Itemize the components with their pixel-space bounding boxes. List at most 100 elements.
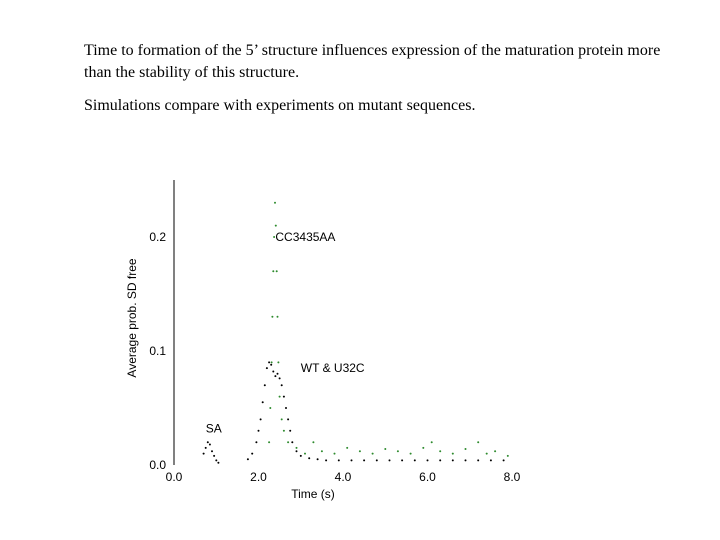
data-point-series-0 bbox=[274, 224, 277, 227]
data-point-series-0 bbox=[430, 441, 433, 444]
data-point-series-0 bbox=[396, 450, 399, 453]
data-point-series-1 bbox=[282, 395, 285, 398]
data-point-series-1 bbox=[299, 454, 302, 457]
data-point-series-0 bbox=[371, 452, 374, 455]
data-point-series-0 bbox=[280, 418, 283, 421]
data-point-series-1 bbox=[316, 458, 319, 461]
data-point-series-1 bbox=[278, 377, 281, 380]
x-axis-label: Time (s) bbox=[291, 487, 335, 501]
data-point-series-0 bbox=[422, 446, 425, 449]
data-point-series-1 bbox=[295, 450, 298, 453]
data-point-series-1 bbox=[426, 459, 429, 462]
data-point-series-2 bbox=[204, 446, 207, 449]
data-point-series-1 bbox=[291, 441, 294, 444]
data-point-series-0 bbox=[477, 441, 480, 444]
data-point-series-2 bbox=[208, 443, 211, 446]
data-point-series-1 bbox=[439, 459, 442, 462]
annotation-cc3435aa: CC3435AA bbox=[275, 230, 335, 244]
data-point-series-0 bbox=[304, 452, 306, 455]
data-point-series-0 bbox=[506, 454, 509, 457]
data-point-series-1 bbox=[375, 459, 378, 462]
data-point-series-0 bbox=[274, 201, 276, 204]
x-tick-label: 0.0 bbox=[166, 470, 183, 484]
x-tick-label: 6.0 bbox=[419, 470, 436, 484]
data-point-series-1 bbox=[388, 459, 391, 462]
data-point-series-1 bbox=[246, 458, 249, 461]
data-point-series-0 bbox=[451, 452, 454, 455]
data-point-series-0 bbox=[277, 361, 280, 364]
data-point-series-0 bbox=[287, 441, 290, 444]
data-point-series-1 bbox=[255, 441, 258, 444]
data-point-series-0 bbox=[278, 395, 281, 398]
data-point-series-0 bbox=[346, 446, 349, 449]
data-point-series-1 bbox=[350, 459, 353, 462]
x-tick-label: 2.0 bbox=[250, 470, 267, 484]
data-point-series-0 bbox=[358, 450, 361, 453]
data-point-series-1 bbox=[489, 459, 492, 462]
data-point-series-0 bbox=[295, 446, 298, 449]
data-point-series-1 bbox=[265, 367, 268, 370]
data-point-series-1 bbox=[337, 459, 340, 462]
data-point-series-1 bbox=[251, 452, 254, 455]
chart-labels: Time (s) Average prob. SD free CC3435AA … bbox=[125, 230, 365, 501]
data-point-series-1 bbox=[363, 459, 366, 462]
data-point-series-1 bbox=[451, 459, 454, 462]
data-point-series-0 bbox=[409, 452, 412, 455]
data-point-series-1 bbox=[477, 459, 480, 462]
axes: 0.0 0.1 0.2 0.0 2.0 4.0 6.0 8.0 bbox=[149, 180, 521, 484]
data-point-series-1 bbox=[464, 459, 467, 462]
data-point-series-0 bbox=[439, 450, 442, 453]
y-tick-label: 0.2 bbox=[149, 230, 166, 244]
data-point-series-1 bbox=[308, 457, 311, 460]
slide-paragraph-2: Simulations compare with experiments on … bbox=[84, 97, 476, 114]
data-point-series-1 bbox=[401, 459, 404, 462]
data-point-series-0 bbox=[333, 452, 336, 455]
y-axis-label: Average prob. SD free bbox=[125, 258, 139, 378]
data-point-series-0 bbox=[320, 450, 323, 453]
data-point-series-1 bbox=[272, 370, 275, 373]
data-point-series-0 bbox=[282, 429, 285, 432]
data-point-series-0 bbox=[268, 441, 271, 444]
data-point-series-0 bbox=[272, 270, 275, 273]
data-point-series-1 bbox=[257, 429, 260, 432]
slide-paragraph-1: Time to formation of the 5’ structure in… bbox=[84, 42, 661, 81]
data-point-series-1 bbox=[413, 459, 416, 462]
annotation-sa: SA bbox=[206, 422, 222, 436]
data-point-series-0 bbox=[464, 448, 467, 450]
data-point-series-1 bbox=[263, 384, 266, 387]
data-point-series-0 bbox=[269, 407, 272, 409]
annotation-wt-u32c: WT & U32C bbox=[301, 361, 365, 375]
data-point-series-0 bbox=[273, 236, 276, 238]
data-point-series-1 bbox=[280, 384, 283, 387]
data-point-series-1 bbox=[289, 429, 292, 432]
data-point-series-0 bbox=[271, 315, 274, 318]
data-point-series-1 bbox=[285, 407, 287, 409]
data-point-series-2 bbox=[215, 459, 218, 462]
data-point-series-0 bbox=[276, 315, 279, 318]
data-point-series-0 bbox=[485, 452, 488, 455]
data-point-series-0 bbox=[312, 441, 315, 444]
data-point-series-0 bbox=[275, 270, 278, 273]
data-points bbox=[202, 201, 509, 464]
y-tick-label: 0.1 bbox=[149, 344, 166, 358]
data-point-series-0 bbox=[384, 448, 387, 450]
data-point-series-1 bbox=[268, 361, 271, 364]
data-point-series-1 bbox=[276, 372, 279, 375]
data-point-series-1 bbox=[287, 418, 290, 421]
data-point-series-1 bbox=[259, 418, 262, 421]
data-point-series-1 bbox=[502, 459, 505, 462]
data-point-series-1 bbox=[325, 459, 328, 462]
data-point-series-2 bbox=[211, 450, 213, 453]
data-point-series-2 bbox=[217, 461, 220, 464]
data-point-series-2 bbox=[213, 454, 216, 457]
data-point-series-1 bbox=[261, 401, 264, 404]
data-point-series-0 bbox=[270, 361, 273, 364]
data-point-series-2 bbox=[202, 452, 205, 455]
data-point-series-1 bbox=[274, 375, 277, 378]
data-point-series-1 bbox=[270, 363, 273, 366]
data-point-series-0 bbox=[494, 450, 497, 453]
x-tick-label: 8.0 bbox=[504, 470, 521, 484]
data-point-series-2 bbox=[206, 441, 209, 444]
y-tick-label: 0.0 bbox=[149, 458, 166, 472]
